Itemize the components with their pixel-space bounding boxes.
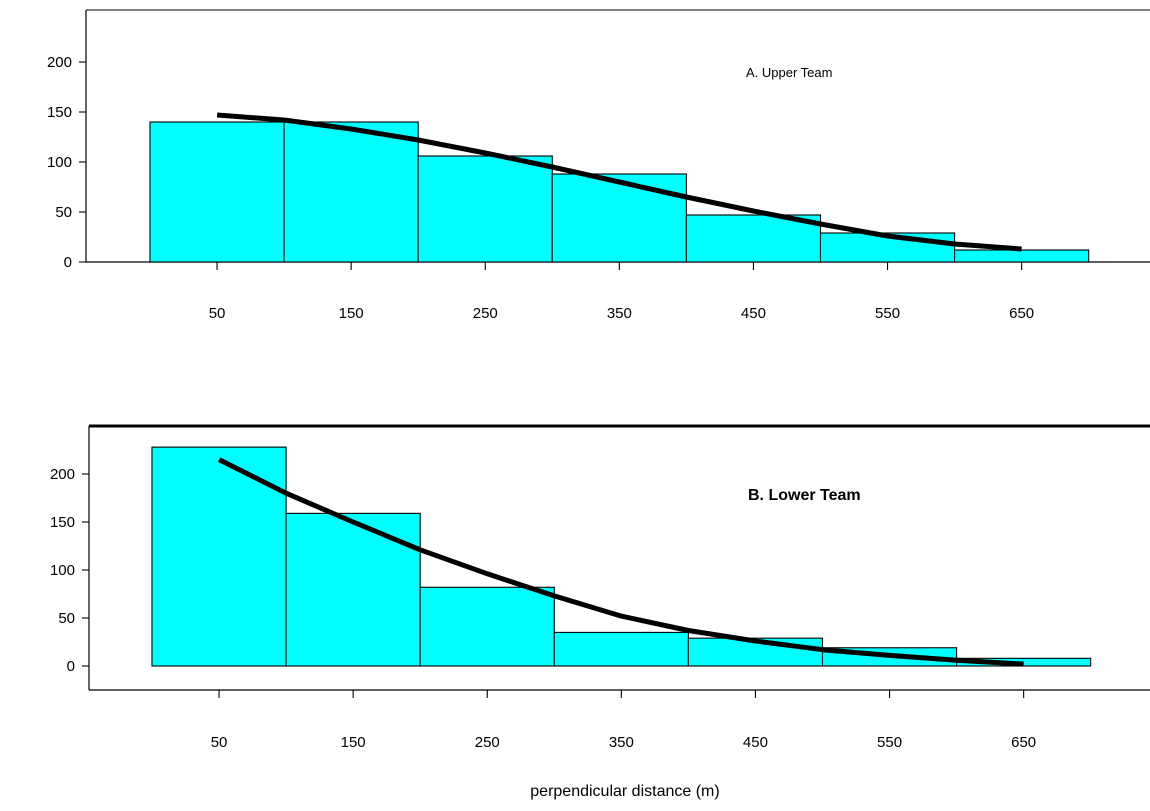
y-tick-label: 200 — [50, 466, 75, 483]
histogram-bar — [685, 214, 822, 263]
y-tick-label: 50 — [55, 204, 72, 221]
x-tick-label: 650 — [1009, 305, 1034, 322]
x-tick-label: 250 — [475, 734, 500, 751]
histogram-bar — [419, 586, 555, 667]
histogram-bar — [417, 155, 553, 263]
histogram-bar — [551, 173, 687, 263]
y-tick-label: 200 — [47, 54, 72, 71]
histogram-bar — [283, 121, 419, 263]
x-tick-label: 50 — [209, 305, 226, 322]
y-tick-label: 0 — [67, 658, 75, 675]
histogram-bar — [151, 446, 287, 667]
y-tick-label: 150 — [47, 104, 72, 121]
panel-upper-team: 0 50 100 150 200 50 150 250 350 450 550 650 A. Upper… — [47, 9, 1150, 322]
histogram-bar — [149, 121, 285, 263]
y-tick-label: 150 — [50, 514, 75, 531]
panel-title: A. Upper Team — [746, 65, 832, 80]
x-tick-label: 150 — [339, 305, 364, 322]
x-tick-label: 450 — [741, 305, 766, 322]
y-tick-label: 100 — [47, 154, 72, 171]
x-tick-label: 250 — [473, 305, 498, 322]
y-tick-label: 100 — [50, 562, 75, 579]
x-tick-label: 650 — [1011, 734, 1036, 751]
x-tick-label: 450 — [743, 734, 768, 751]
y-tick-label: 50 — [58, 610, 75, 627]
x-tick-label: 50 — [211, 734, 228, 751]
histogram-bar — [553, 631, 689, 667]
x-tick-label: 350 — [607, 305, 632, 322]
x-tick-label: 550 — [877, 734, 902, 751]
x-tick-label: 150 — [341, 734, 366, 751]
fitted-detection-curve — [217, 457, 1024, 667]
fitted-detection-curve — [216, 112, 1022, 252]
histogram-bar — [954, 249, 1090, 263]
panel-lower-team: 0 50 100 150 200 50 150 250 350 450 550 650 B. Lower… — [50, 424, 1150, 800]
x-axis-label: perpendicular distance (m) — [530, 783, 719, 800]
x-tick-label: 350 — [609, 734, 634, 751]
histogram-bar — [285, 512, 421, 667]
x-tick-label: 550 — [875, 305, 900, 322]
panel-title: B. Lower Team — [748, 487, 861, 504]
y-tick-label: 0 — [64, 254, 72, 271]
